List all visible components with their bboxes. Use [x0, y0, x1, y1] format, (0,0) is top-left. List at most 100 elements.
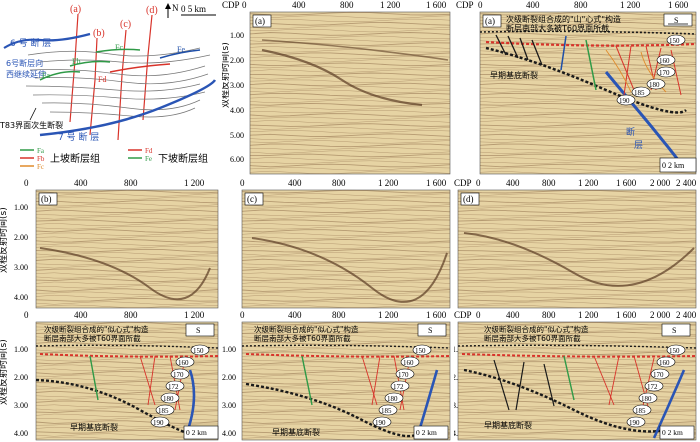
seismic-reflector [457, 297, 697, 302]
svg-text:(d): (d) [463, 194, 474, 204]
svg-text:0: 0 [240, 178, 245, 188]
svg-text:172: 172 [647, 383, 658, 391]
seismic-reflector [241, 255, 451, 259]
seismic-reflector [457, 390, 697, 395]
svg-text:170: 170 [659, 69, 670, 77]
svg-text:1 600: 1 600 [426, 178, 447, 188]
seismic-reflector [241, 203, 451, 207]
panel-c-interpreted: 0 400 800 1 200 1 600 1.00 2.00 3.00 4.0… [222, 310, 454, 442]
seismic-reflector [35, 420, 219, 424]
svg-text:800: 800 [542, 310, 556, 320]
seismic-reflector [35, 199, 219, 204]
svg-text:150: 150 [669, 347, 680, 355]
seismic-reflector [35, 338, 219, 342]
seismic-section [249, 11, 451, 175]
svg-text:1 200: 1 200 [378, 310, 399, 320]
svg-text:0 2 km: 0 2 km [416, 428, 437, 437]
seismic-reflector [479, 143, 697, 148]
svg-text:(b): (b) [41, 194, 52, 204]
svg-text:1 200: 1 200 [184, 178, 205, 188]
seismic-reflector [35, 262, 219, 266]
seismic-reflector [241, 370, 451, 375]
seismic-reflector [249, 99, 451, 103]
seismic-reflector [457, 358, 697, 362]
seismic-reflector [479, 86, 697, 90]
seismic-reflector [241, 417, 451, 421]
seismic-reflector [479, 92, 697, 97]
seismic-reflector [35, 344, 219, 349]
panel-d-raw: CDP 0 400 800 1 200 1 600 2 000 2 400 (d… [454, 178, 700, 310]
seismic-reflector [457, 216, 697, 220]
svg-text:4.00: 4.00 [14, 293, 28, 302]
seismic-reflector [35, 390, 219, 395]
svg-text:0: 0 [476, 178, 481, 188]
svg-text:(a): (a) [485, 16, 495, 26]
fault-tag-fb: Fb [72, 57, 80, 66]
seismic-reflector [249, 42, 451, 46]
seismic-reflector [35, 245, 219, 249]
svg-text:CDP: CDP [456, 0, 474, 10]
seismic-reflector [241, 235, 451, 240]
seismic-reflector [249, 69, 451, 73]
svg-text:CDP: CDP [454, 310, 472, 320]
seismic-reflector [241, 331, 451, 336]
svg-text:1.00: 1.00 [222, 345, 236, 354]
seismic-reflector [249, 133, 451, 137]
svg-text:S: S [674, 16, 678, 25]
seismic-reflector [241, 258, 451, 263]
svg-text:400: 400 [288, 310, 302, 320]
seismic-reflector [35, 209, 219, 214]
seismic-reflector [249, 106, 451, 110]
seismic-reflector [241, 297, 451, 302]
svg-text:断层南部大多被T60界面所截: 断层南部大多被T60界面所截 [254, 333, 351, 343]
panel-a-interpreted: CDP 0 400 800 1 200 1 600 次级断裂组合成的"山"心式"… [456, 0, 700, 178]
seismic-reflector [249, 150, 451, 154]
seismic-reflector [35, 206, 219, 210]
seismic-reflector [479, 96, 697, 100]
seismic-reflector [249, 22, 451, 26]
panel-a-raw: CDP 0 400 800 1 200 1 600 双程反射时间(s) 1.00… [222, 0, 454, 178]
map-panel: (a) (b) (c) (d) N 0 5 km 6 号 断 层 [0, 0, 222, 180]
seismic-reflector [457, 222, 697, 227]
seismic-reflector [35, 268, 219, 273]
seismic-reflector [249, 113, 451, 117]
seismic-reflector [479, 89, 697, 93]
svg-text:1 200: 1 200 [378, 178, 399, 188]
seismic-reflector [457, 212, 697, 217]
seismic-reflector [457, 248, 697, 253]
seismic-reflector [35, 232, 219, 236]
svg-text:185: 185 [381, 407, 392, 415]
svg-text:4.00: 4.00 [14, 429, 28, 438]
fault-7-trace [39, 79, 217, 137]
seismic-reflector [249, 62, 451, 67]
seismic-reflector [241, 248, 451, 253]
svg-text:Fe: Fe [145, 155, 152, 163]
seismic-reflector [35, 278, 219, 282]
svg-text:早期基底断裂: 早期基底断裂 [70, 422, 118, 432]
seismic-reflector [479, 106, 697, 110]
seismic-reflector [480, 153, 697, 158]
panel-label: (a) [255, 16, 265, 26]
seismic-reflector [457, 407, 697, 411]
svg-text:172: 172 [393, 383, 404, 391]
seismic-reflector [241, 374, 451, 378]
seismic-reflector [35, 304, 219, 308]
svg-text:160: 160 [178, 359, 189, 367]
seismic-reflector [241, 338, 451, 342]
panel-b-interpreted: 0 400 800 1 200 双程反射时间(s) 1.00 2.00 3.00… [0, 310, 222, 442]
svg-text:150: 150 [193, 347, 204, 355]
seismic-reflector [35, 275, 219, 279]
seismic-reflector [241, 285, 451, 289]
seismic-reflector [35, 229, 219, 233]
seismic-reflector [249, 25, 451, 29]
seismic-reflector [35, 335, 219, 339]
seismic-reflector [479, 140, 697, 144]
fault-7-line [604, 71, 688, 171]
seismic-reflector [457, 335, 697, 339]
t83-note: T83界面次生断裂 [0, 120, 63, 130]
note-truncation: 断层南部大多被T60界面所截 [506, 23, 609, 33]
svg-text:0: 0 [24, 178, 29, 188]
seismic-reflector [479, 113, 697, 117]
seismic-reflector [457, 331, 697, 336]
svg-text:Fc: Fc [37, 163, 44, 171]
